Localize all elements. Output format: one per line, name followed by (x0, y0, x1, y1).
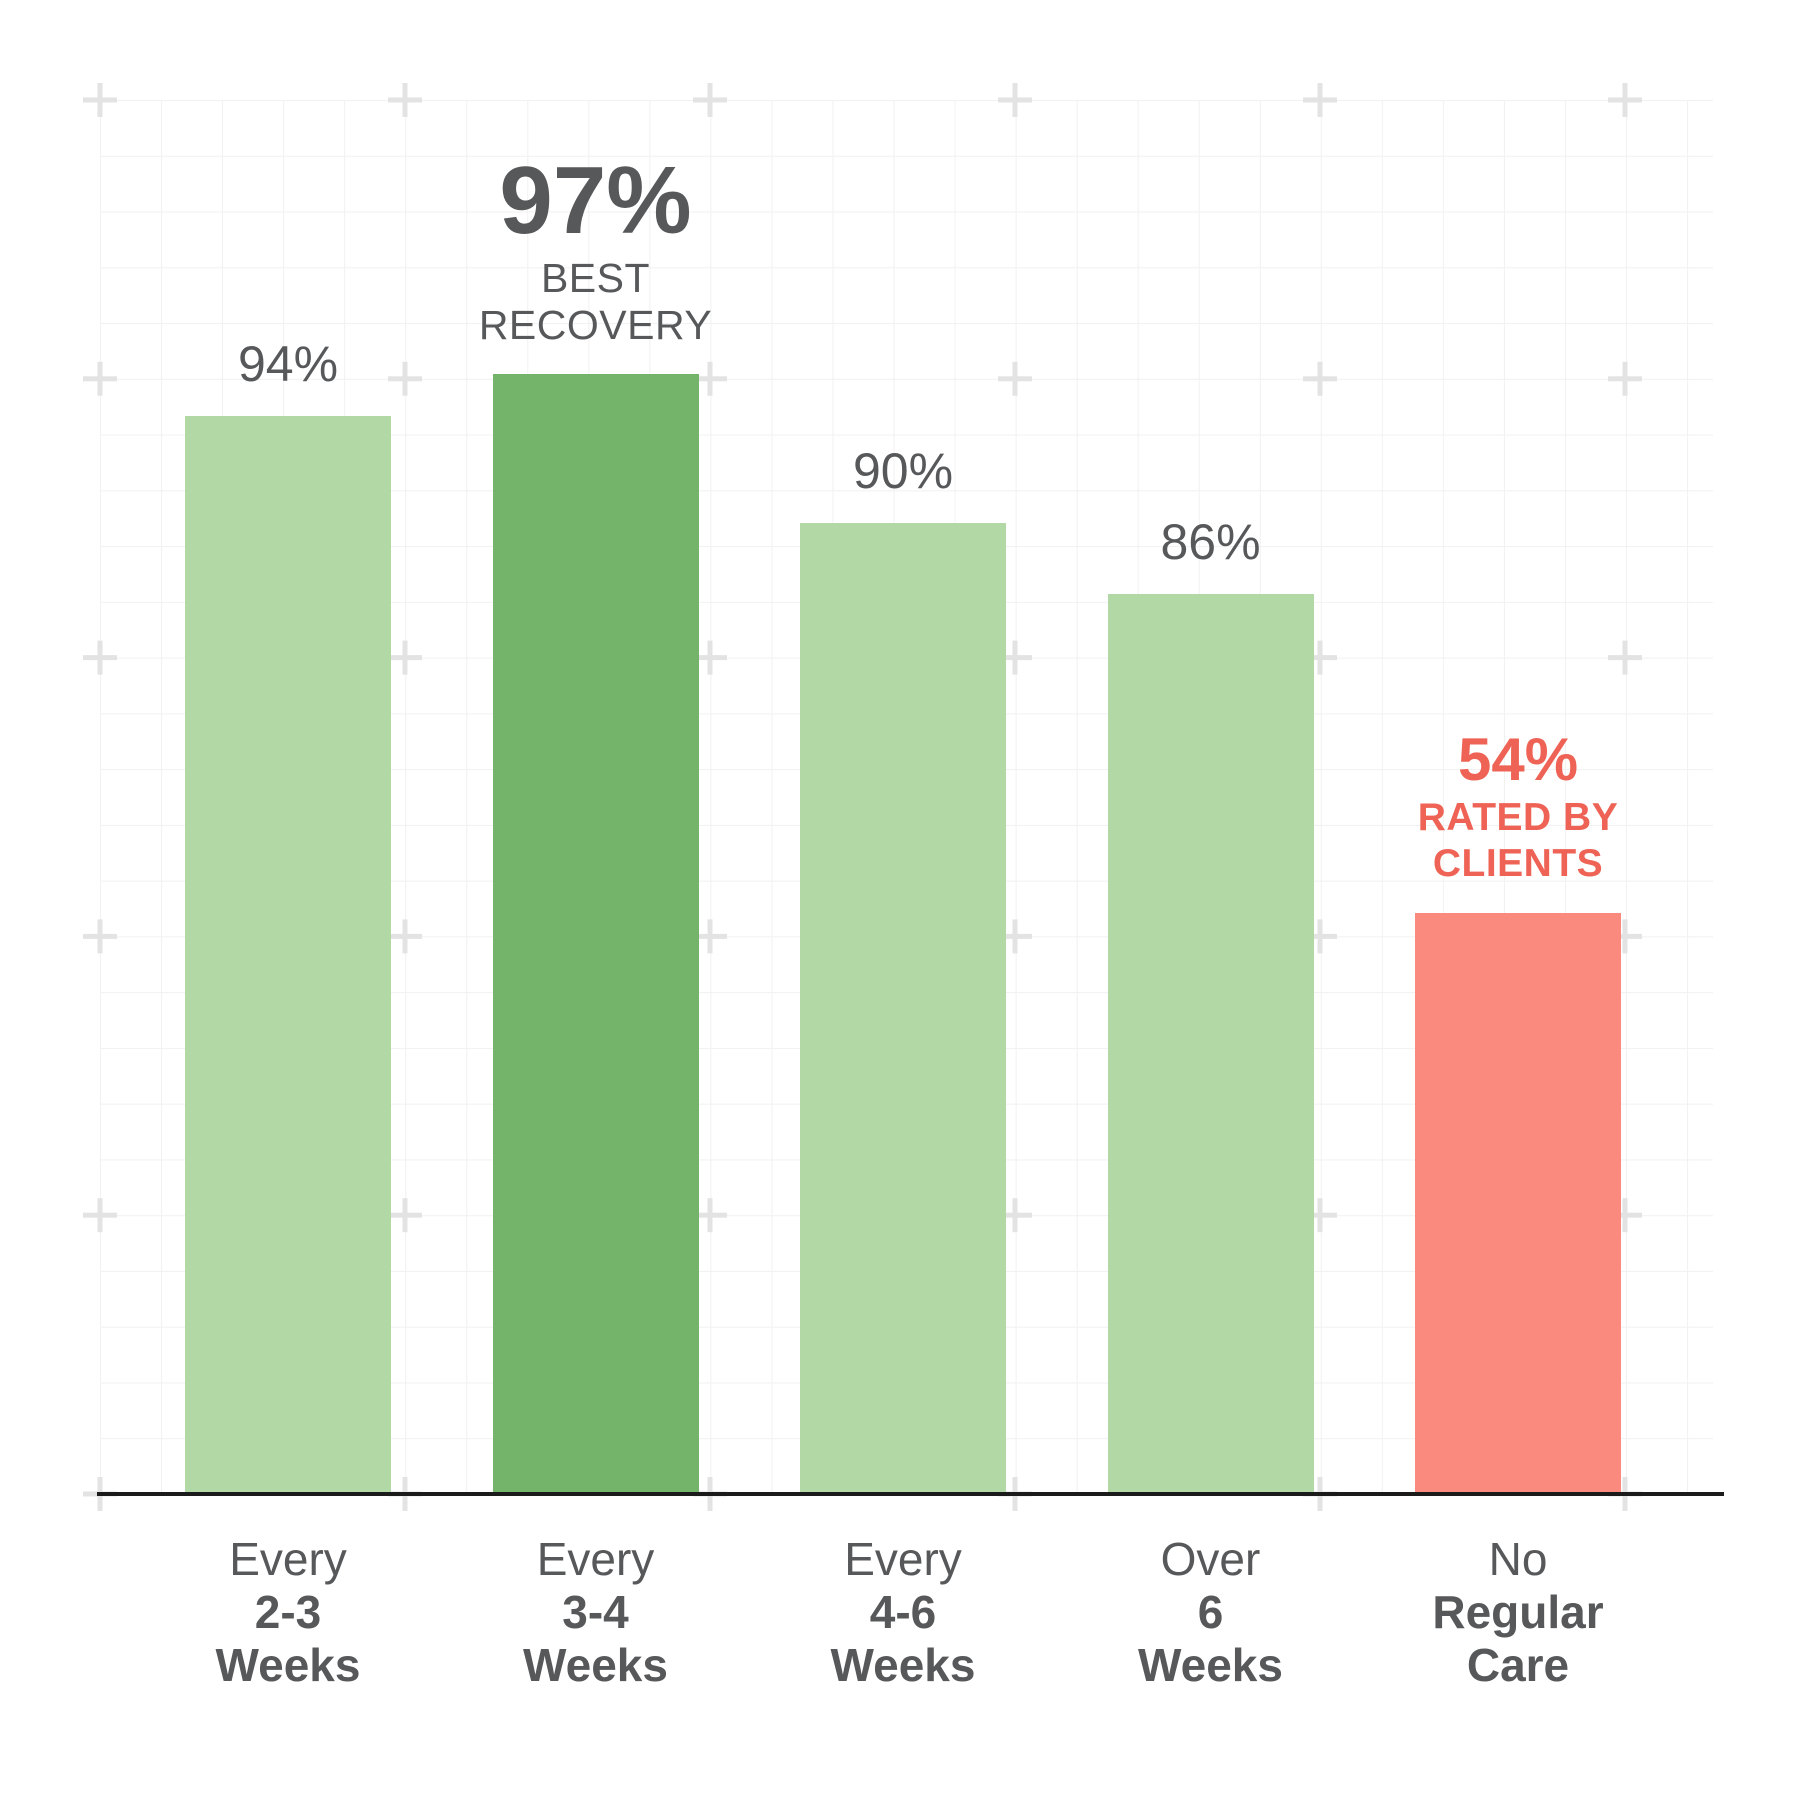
bar-category-line: Over (1160, 1533, 1261, 1585)
bar-category-line: Every (536, 1533, 655, 1585)
bar-category-line: Every (229, 1533, 347, 1585)
bar-category-line: No (1488, 1533, 1548, 1585)
bar-category-line: Regular (1432, 1586, 1604, 1638)
bar-annotation-line: RATED BY (1417, 795, 1619, 839)
bar-category-label: Every 4-6 Weeks (673, 1533, 1133, 1692)
bar-value-block: 86% (981, 513, 1441, 570)
bar-category-line: 3-4 (562, 1586, 629, 1638)
bar-category-line: Weeks (1138, 1639, 1283, 1691)
bar-annotation-line: BEST (540, 255, 651, 302)
bar-category-line: 6 (1197, 1586, 1224, 1638)
bar-category-line: Every (844, 1533, 962, 1585)
bar-value-block: 90% (673, 442, 1133, 499)
bar-category-line: Weeks (523, 1639, 668, 1691)
bar-category-label: Over 6 Weeks (981, 1533, 1441, 1692)
bar-category-line: Weeks (830, 1639, 976, 1691)
bar-category-line: 2-3 (254, 1586, 322, 1638)
bar-value-label: 54% (1457, 725, 1579, 793)
bar-value-label: 97% (499, 147, 692, 255)
bar-annotation-line: CLIENTS (1432, 841, 1604, 885)
bar-every-3-4-weeks (492, 374, 699, 1494)
bar-category-line: 4-6 (869, 1586, 937, 1638)
bar-annotation-line: RECOVERY (478, 301, 713, 348)
bar-value-label: 94% (237, 335, 339, 392)
bar-value-block: 94% (58, 335, 518, 392)
bar-category-line: Care (1466, 1639, 1570, 1691)
x-axis-line (97, 1492, 1724, 1496)
bar-value-label: 86% (1160, 513, 1261, 570)
bar-every-2-3-weeks (185, 416, 391, 1494)
bar-value-label: 90% (852, 442, 954, 499)
bar-over-6-weeks (1107, 594, 1314, 1494)
bar-no-regular-care (1415, 913, 1621, 1494)
bar-value-block: 54% RATED BY CLIENTS (1288, 728, 1748, 887)
bar-value-block: 97% BEST RECOVERY (366, 153, 826, 348)
bar-every-4-6-weeks (800, 523, 1006, 1494)
bar-category-label: No Regular Care (1288, 1533, 1748, 1692)
bar-category-label: Every 2-3 Weeks (58, 1533, 518, 1692)
bar-category-line: Weeks (215, 1639, 361, 1691)
bar-category-label: Every 3-4 Weeks (366, 1533, 826, 1692)
